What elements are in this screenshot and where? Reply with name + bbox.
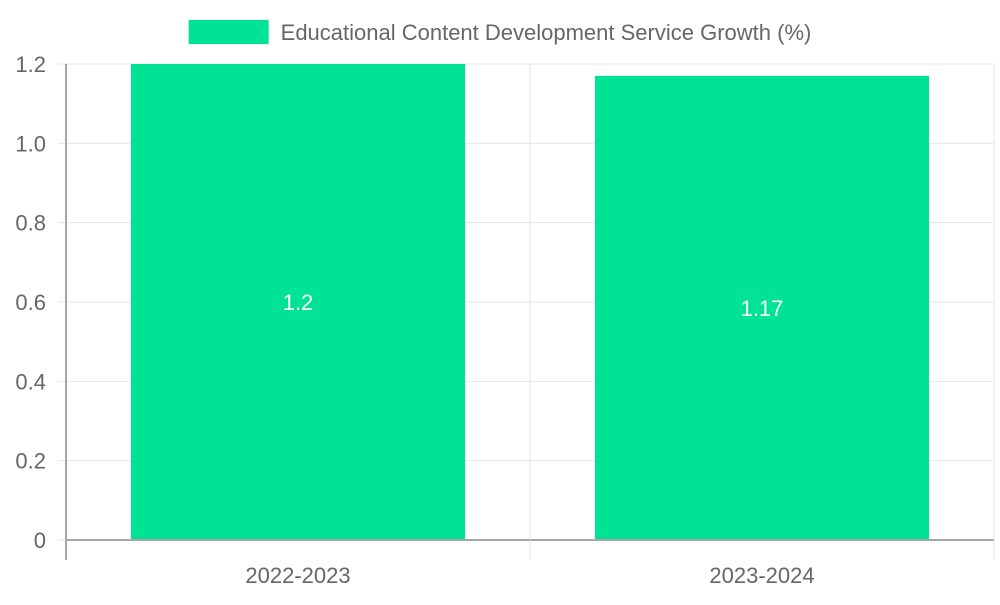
y-tick-label: 0.2 [15, 449, 46, 474]
y-tick-label: 0 [34, 528, 46, 553]
y-tick-label: 0.8 [15, 211, 46, 236]
bar[interactable] [594, 75, 930, 541]
y-tick-label: 1.0 [15, 131, 46, 156]
bars [130, 64, 930, 541]
legend-swatch [188, 20, 269, 44]
x-tick-label: 2023-2024 [709, 563, 814, 588]
legend-label: Educational Content Development Service … [281, 20, 812, 45]
axes: 0 0.2 0.4 0.6 0.8 1.0 1.2 2022-2023 2023-2024 [15, 52, 995, 588]
bar[interactable] [130, 64, 466, 540]
y-tick-label: 0.6 [15, 290, 46, 315]
legend[interactable]: Educational Content Development Service … [188, 20, 812, 45]
x-tick-label: 2022-2023 [245, 563, 350, 588]
bar-data-label: 1.17 [741, 296, 784, 321]
y-tick-label: 0.4 [15, 369, 46, 394]
y-tick-label: 1.2 [15, 52, 46, 77]
bar-data-label: 1.2 [283, 290, 314, 315]
data-labels: 1.2 1.17 [283, 290, 784, 321]
